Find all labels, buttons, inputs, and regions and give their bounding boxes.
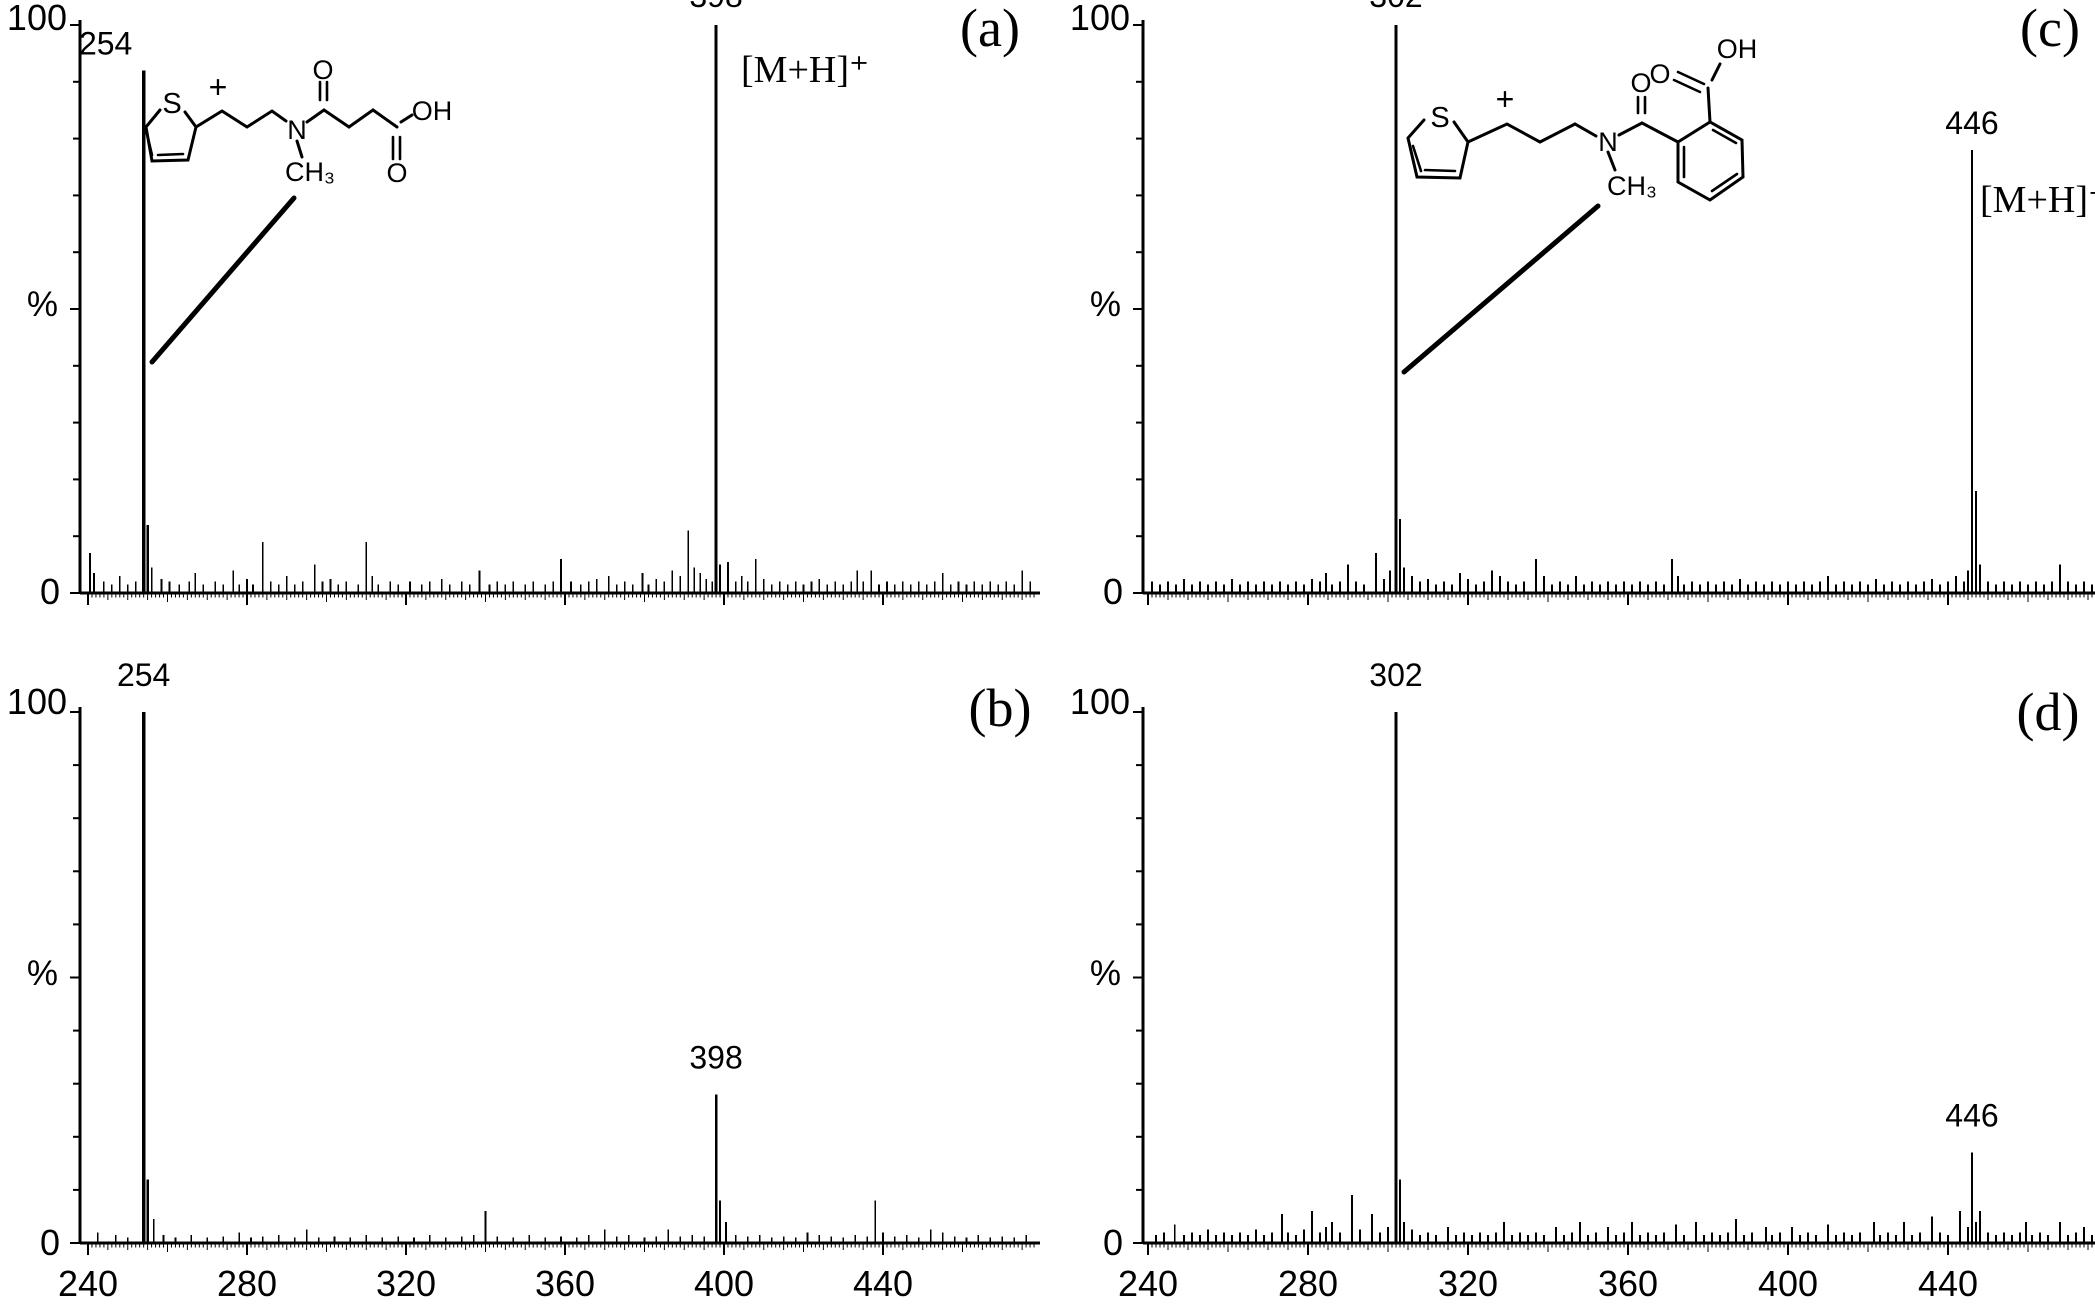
y-max-label: 100 <box>7 0 67 38</box>
x-tick-label: 240 <box>58 1263 118 1304</box>
x-axis-ticks <box>87 1244 1035 1255</box>
fragment-leader-line <box>1401 203 1601 375</box>
x-tick-label: 440 <box>1918 1263 1978 1304</box>
amide-oxygen-label: O <box>312 55 333 85</box>
spectrum-panel-d: 240 280 320 360 400 440 100% 0 302 446 (d) <box>1070 657 2095 1304</box>
x-tick-label: 400 <box>1758 1263 1818 1304</box>
charge-plus-label: + <box>209 69 228 105</box>
y-axis-ticks <box>70 711 80 1244</box>
peaks <box>97 712 1027 1243</box>
x-tick-label: 360 <box>1598 1263 1658 1304</box>
y-axis-ticks <box>1133 24 1143 594</box>
y-axis-ticks <box>70 24 80 594</box>
panel-letter: (d) <box>2017 682 2080 742</box>
peaks <box>1155 712 2093 1243</box>
hydroxyl-label: OH <box>412 96 453 126</box>
amide-carbonyl-double-bond <box>1636 95 1647 115</box>
thiophene-ring <box>1406 118 1470 180</box>
peak-mz-label: 446 <box>1945 1098 1998 1134</box>
y-min-label: 0 <box>1103 1222 1123 1263</box>
y-axis-percent-label: % <box>27 954 58 993</box>
hydroxyl-bond <box>399 113 414 124</box>
nitrogen-label: N <box>287 115 307 145</box>
hydroxyl-bond <box>1710 62 1722 82</box>
y-max-label: 100 <box>7 681 67 722</box>
x-axis-ticks <box>1147 594 2093 605</box>
thiophene-double-bonds <box>145 132 185 157</box>
panel-letter: (c) <box>2020 0 2080 58</box>
x-tick-label: 440 <box>853 1263 913 1304</box>
succinate-chain <box>322 108 399 129</box>
spectrum-panel-b: 240 280 320 360 400 440 100% 0 254 398 (b) <box>7 657 1040 1304</box>
benzene-double-bonds <box>1682 128 1739 193</box>
y-min-label: 0 <box>40 571 60 612</box>
chemical-structure-a: S + N CH₃ O O OH <box>144 55 453 365</box>
x-tick-label: 320 <box>376 1263 436 1304</box>
y-max-label: 100 <box>1070 681 1130 722</box>
peaks <box>89 25 1031 593</box>
peaks <box>1151 25 2093 593</box>
thiophene-double-bonds <box>1411 144 1457 173</box>
n-carbonyl-bond <box>305 108 326 124</box>
charge-plus-label: + <box>1496 81 1515 117</box>
sulfur-label: S <box>162 88 181 120</box>
acid-oxygen-label: O <box>1649 59 1670 89</box>
benzoic-bond <box>1706 86 1712 124</box>
adduct-label: [M+H]⁺ <box>741 49 869 91</box>
x-tick-labels: 240 280 320 360 400 440 <box>1118 1263 1978 1304</box>
peak-mz-label: 446 <box>1945 105 1998 141</box>
x-tick-labels: 240 280 320 360 400 440 <box>58 1263 913 1304</box>
n-methyl-bond <box>1606 150 1617 172</box>
x-tick-label: 320 <box>1438 1263 1498 1304</box>
methyl-label: CH₃ <box>1607 171 1657 201</box>
nitrogen-label: N <box>1598 127 1618 157</box>
peak-mz-label: 254 <box>117 657 170 693</box>
y-min-label: 0 <box>40 1222 60 1263</box>
peak-mz-label: 398 <box>689 0 742 14</box>
x-tick-label: 400 <box>694 1263 754 1304</box>
amide-carbonyl-double-bond <box>318 80 329 102</box>
peak-mz-label: 398 <box>689 1039 742 1075</box>
n-carbonyl-bond <box>1617 121 1644 137</box>
x-tick-label: 240 <box>1118 1263 1178 1304</box>
y-axis-percent-label: % <box>1090 954 1121 993</box>
acid-carbonyl-double-bond <box>391 135 402 161</box>
spectrum-panel-a: 100% 0 254 398 [M+H]⁺ (a) <box>7 0 1040 612</box>
x-tick-label: 280 <box>1278 1263 1338 1304</box>
y-axis-percent-label: % <box>1090 285 1121 324</box>
panel-letter: (a) <box>960 0 1020 58</box>
amide-oxygen-label: O <box>1630 68 1651 98</box>
chemical-structure-c: S + N CH₃ O O OH <box>1401 34 1758 375</box>
peak-mz-label: 302 <box>1369 0 1422 14</box>
x-tick-label: 360 <box>535 1263 595 1304</box>
sulfur-label: S <box>1430 102 1449 134</box>
carbonyl-ring-bond <box>1640 121 1680 144</box>
spectrum-panel-c: 100% 0 302 446 [M+H]⁺ (c) <box>1070 0 2095 612</box>
y-axis-percent-label: % <box>27 285 58 324</box>
alkyl-chain <box>194 109 288 129</box>
panel-letter: (b) <box>969 678 1032 738</box>
alkyl-chain <box>1466 122 1598 144</box>
methyl-label: CH₃ <box>285 157 335 187</box>
x-tick-label: 280 <box>217 1263 277 1304</box>
hydroxyl-label: OH <box>1717 34 1758 64</box>
y-axis-ticks <box>1133 711 1143 1244</box>
acid-oxygen-label: O <box>386 158 407 188</box>
peak-mz-label: 254 <box>79 25 132 61</box>
acid-carbonyl-double-bond <box>1672 70 1706 94</box>
peak-mz-label: 302 <box>1369 657 1422 693</box>
n-methyl-bond <box>295 139 304 159</box>
x-axis-ticks <box>87 594 1035 605</box>
x-axis-ticks <box>1147 1244 2093 1255</box>
y-max-label: 100 <box>1070 0 1130 38</box>
benzene-ring <box>1676 120 1745 202</box>
y-min-label: 0 <box>1103 571 1123 612</box>
fragment-leader-line <box>149 195 297 365</box>
adduct-label: [M+H]⁺ <box>1980 179 2095 221</box>
